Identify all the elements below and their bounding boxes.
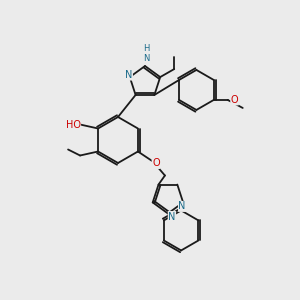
Text: O: O bbox=[231, 95, 239, 105]
Text: O: O bbox=[152, 158, 160, 169]
Text: N: N bbox=[178, 201, 186, 212]
Text: N: N bbox=[168, 212, 175, 221]
Text: H
N: H N bbox=[143, 44, 149, 63]
Text: N: N bbox=[125, 70, 133, 80]
Text: HO: HO bbox=[66, 119, 81, 130]
